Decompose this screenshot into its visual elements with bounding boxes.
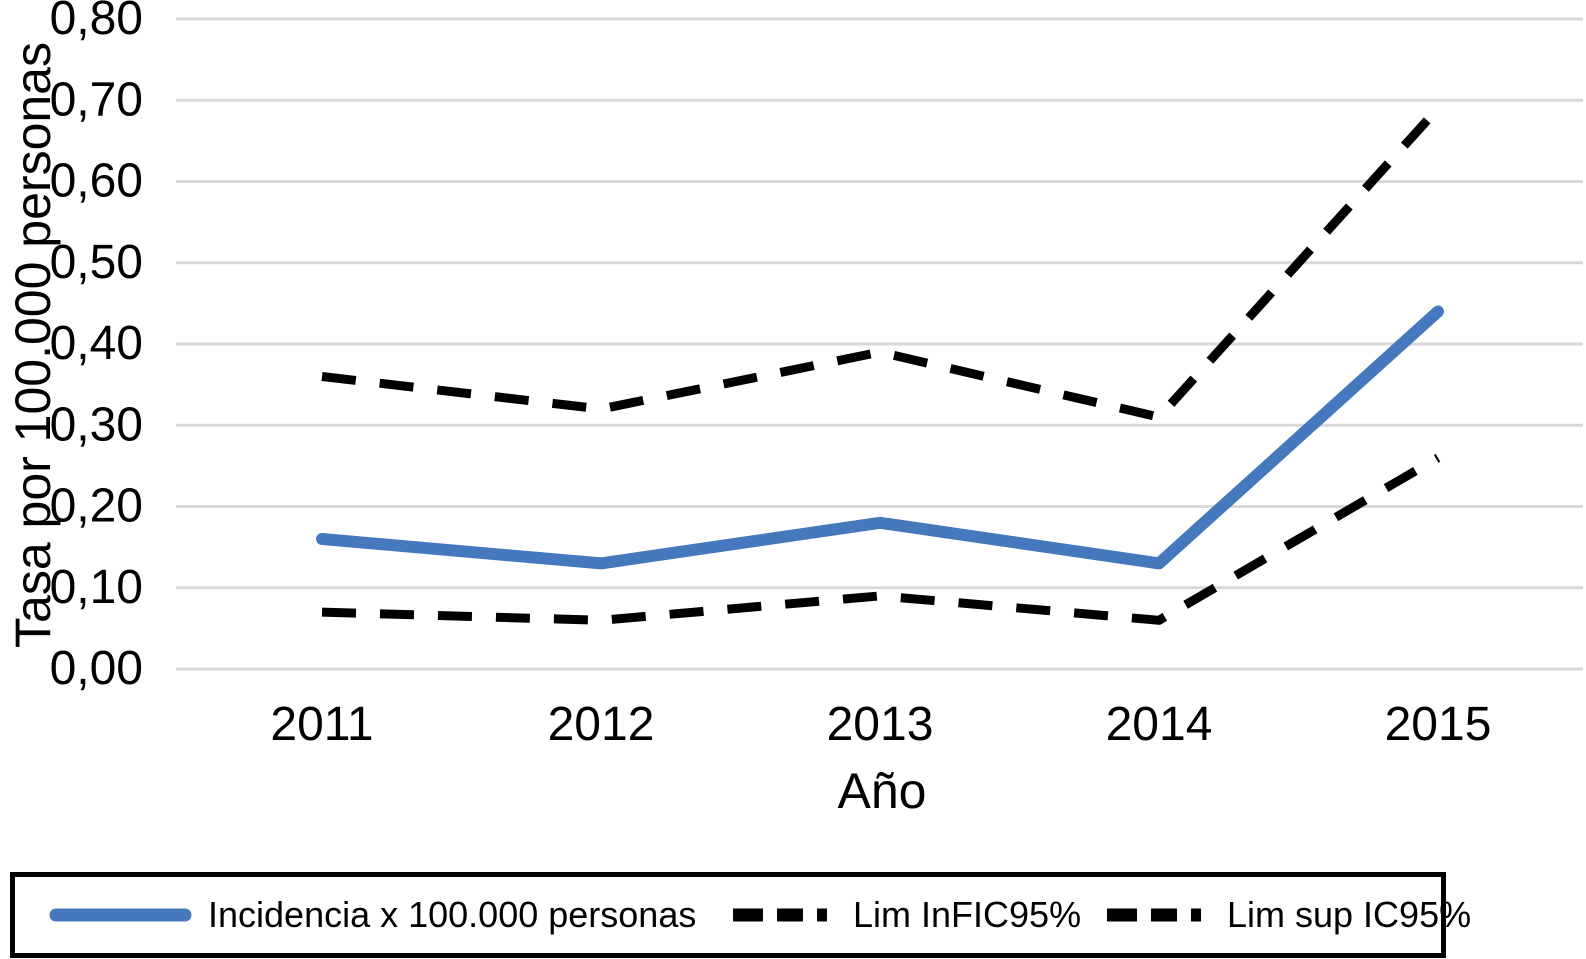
legend-item-lim-inf: Lim InFIC95% (733, 894, 1081, 936)
legend-item-lim-sup: Lim sup IC95% (1107, 894, 1471, 936)
data-series-lines (316, 105, 1444, 625)
y-axis-tick-labels: 0,00 0,10 0,20 0,30 0,40 0,50 0,60 0,70 0,80 (50, 0, 143, 695)
y-tick-label: 0,60 (50, 155, 143, 208)
y-axis-title: Tasa por 100.000 personas (5, 42, 61, 648)
y-tick-label: 0,10 (50, 561, 143, 614)
x-axis-tick-labels: 2011 2012 2013 2014 2015 (270, 698, 1491, 751)
series-line-0 (316, 305, 1444, 570)
x-tick-label: 2014 (1106, 698, 1213, 751)
y-tick-label: 0,50 (50, 236, 143, 289)
legend-dashed-black-line-icon (1107, 908, 1212, 922)
y-tick-label: 0,70 (50, 73, 143, 126)
y-tick-label: 0,20 (50, 480, 143, 533)
y-tick-label: 0,40 (50, 317, 143, 370)
legend-box: Incidencia x 100.000 personas Lim InFIC9… (10, 872, 1471, 958)
gridlines (176, 17, 1583, 671)
legend-label-incidencia: Incidencia x 100.000 personas (208, 894, 697, 935)
legend-dashed-black-line-icon (733, 908, 838, 922)
y-tick-label: 0,30 (50, 398, 143, 451)
plot-area: 0,00 0,10 0,20 0,30 0,40 0,50 0,60 0,70 0,80 201… (50, 0, 1583, 751)
series-line-2 (321, 105, 1442, 422)
legend-solid-blue-line-icon (49, 908, 192, 922)
series-line-1 (321, 453, 1441, 625)
x-tick-label: 2015 (1385, 698, 1492, 751)
x-tick-label: 2012 (548, 698, 655, 751)
x-axis-title: Año (837, 763, 927, 819)
y-tick-label: 0,80 (50, 0, 143, 45)
x-tick-label: 2011 (270, 698, 373, 751)
legend-item-incidencia: Incidencia x 100.000 personas (48, 894, 696, 936)
legend-label-lim-inf: Lim InFIC95% (853, 894, 1082, 935)
legend-label-lim-sup: Lim sup IC95% (1227, 894, 1472, 935)
x-tick-label: 2013 (827, 698, 934, 751)
y-tick-label: 0,00 (50, 642, 143, 695)
